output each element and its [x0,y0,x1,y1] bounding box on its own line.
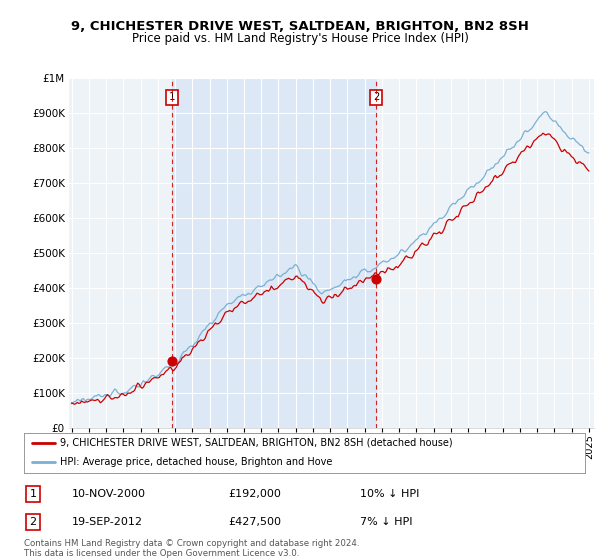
Text: 9, CHICHESTER DRIVE WEST, SALTDEAN, BRIGHTON, BN2 8SH (detached house): 9, CHICHESTER DRIVE WEST, SALTDEAN, BRIG… [61,438,453,448]
Text: £192,000: £192,000 [228,489,281,499]
Text: 10-NOV-2000: 10-NOV-2000 [72,489,146,499]
Text: 7% ↓ HPI: 7% ↓ HPI [360,517,413,527]
Bar [172,78,376,428]
Text: Price paid vs. HM Land Registry's House Price Index (HPI): Price paid vs. HM Land Registry's House … [131,32,469,45]
Text: 9, CHICHESTER DRIVE WEST, SALTDEAN, BRIGHTON, BN2 8SH: 9, CHICHESTER DRIVE WEST, SALTDEAN, BRIG… [71,20,529,32]
Text: 1: 1 [169,92,175,102]
Text: Contains HM Land Registry data © Crown copyright and database right 2024.
This d: Contains HM Land Registry data © Crown c… [24,539,359,558]
Text: 2: 2 [373,92,379,102]
Text: 1: 1 [29,489,37,499]
Point [371,274,381,283]
Text: 19-SEP-2012: 19-SEP-2012 [72,517,143,527]
Text: HPI: Average price, detached house, Brighton and Hove: HPI: Average price, detached house, Brig… [61,457,333,467]
Text: 2: 2 [29,517,37,527]
Point [167,357,177,366]
Text: 10% ↓ HPI: 10% ↓ HPI [360,489,419,499]
Text: £427,500: £427,500 [228,517,281,527]
